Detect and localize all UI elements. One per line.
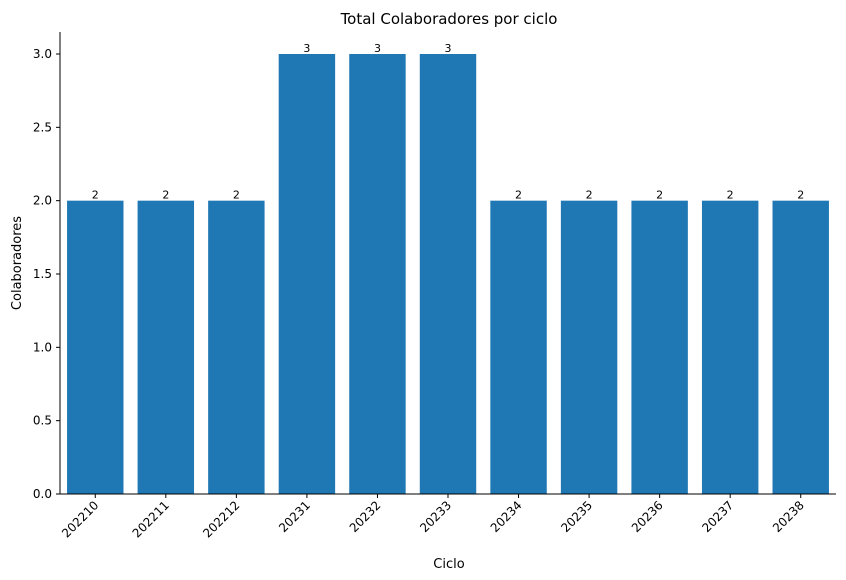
bar-20235 xyxy=(560,200,618,494)
y-tick-label-0.0: 0.0 xyxy=(33,487,52,501)
data-label-202210: 2 xyxy=(92,189,99,202)
bar-202211 xyxy=(137,200,195,494)
y-tick-label-1.0: 1.0 xyxy=(33,340,52,354)
data-label-20238: 2 xyxy=(797,189,804,202)
bar-20234 xyxy=(490,200,547,494)
data-label-20232: 3 xyxy=(374,42,381,55)
data-labels-group: 2 2 2 3 3 3 2 2 2 2 2 xyxy=(92,42,804,202)
x-tick-label-202211: 202211 xyxy=(130,498,172,540)
x-ticks-group: 202210 202211 202212 20231 20232 20233 20234 20… xyxy=(59,494,807,541)
data-label-202212: 2 xyxy=(233,189,240,202)
x-tick-label-20234: 20234 xyxy=(488,498,525,535)
x-tick-label-20236: 20236 xyxy=(629,498,666,535)
x-tick-label-202210: 202210 xyxy=(59,498,101,540)
x-tick-label-20231: 20231 xyxy=(276,498,313,535)
data-label-20234: 2 xyxy=(515,189,522,202)
bar-202210 xyxy=(67,200,124,494)
y-ticks-group: 0.0 0.5 1.0 1.5 2.0 2.5 3.0 xyxy=(33,47,60,501)
data-label-20237: 2 xyxy=(727,189,734,202)
x-tick-label-20238: 20238 xyxy=(770,498,807,535)
bar-20236 xyxy=(631,200,688,494)
y-axis-label: Colaboradores xyxy=(10,216,25,310)
bar-202212 xyxy=(208,200,265,494)
bar-20233 xyxy=(419,54,477,494)
data-label-20236: 2 xyxy=(656,189,663,202)
x-tick-label-20232: 20232 xyxy=(347,498,384,535)
y-tick-label-2.5: 2.5 xyxy=(33,120,52,134)
x-tick-label-202212: 202212 xyxy=(200,498,242,540)
x-tick-label-20237: 20237 xyxy=(699,498,736,535)
bar-20232 xyxy=(349,54,406,494)
bars-group xyxy=(67,54,829,494)
bar-20237 xyxy=(701,200,759,494)
y-tick-label-3.0: 3.0 xyxy=(33,47,52,61)
data-label-20231: 3 xyxy=(303,42,310,55)
x-tick-label-20235: 20235 xyxy=(558,498,595,535)
bar-20231 xyxy=(278,54,336,494)
x-tick-label-20233: 20233 xyxy=(417,498,454,535)
y-tick-label-0.5: 0.5 xyxy=(33,414,52,428)
chart-title: Total Colaboradores por ciclo xyxy=(340,10,558,28)
y-tick-label-1.5: 1.5 xyxy=(33,267,52,281)
y-tick-label-2.0: 2.0 xyxy=(33,194,52,208)
bar-20238 xyxy=(772,200,829,494)
data-label-20233: 3 xyxy=(445,42,452,55)
x-axis-label: Ciclo xyxy=(433,557,464,572)
data-label-20235: 2 xyxy=(586,189,593,202)
data-label-202211: 2 xyxy=(162,189,169,202)
